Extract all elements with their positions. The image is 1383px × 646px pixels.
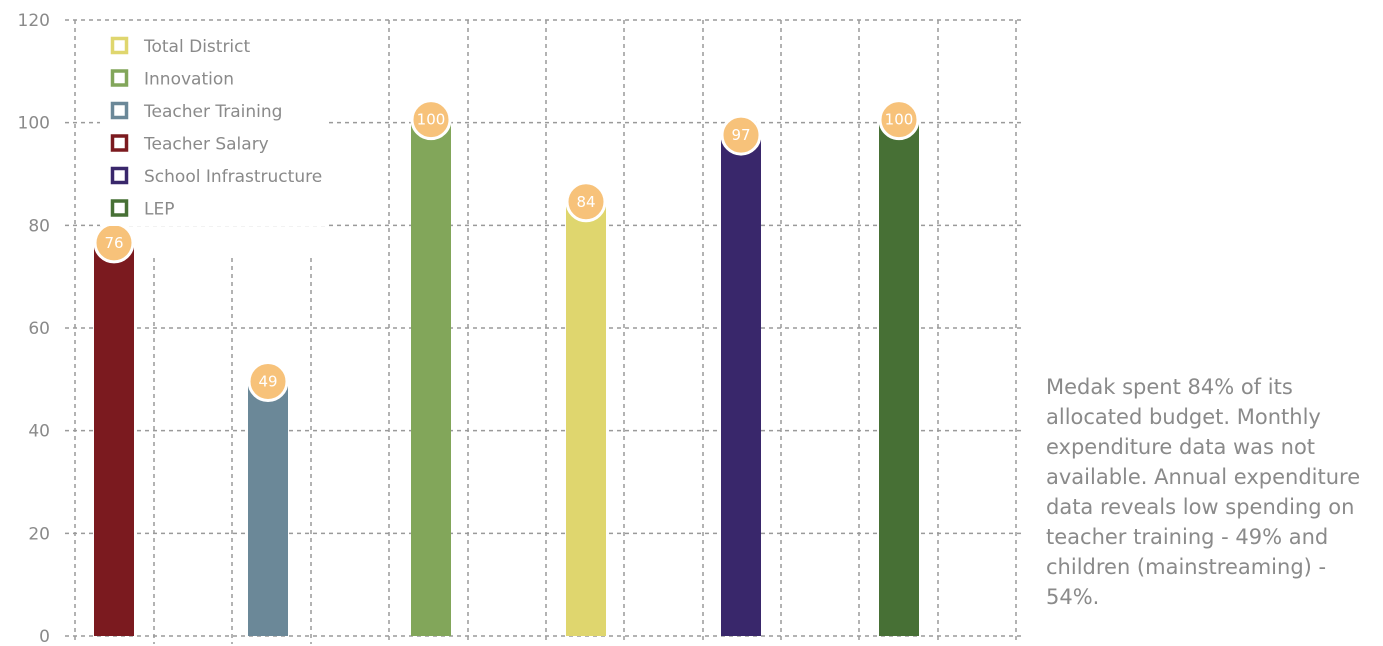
value-label-bubble — [720, 114, 762, 156]
bar — [721, 138, 761, 637]
value-label-bubble — [410, 99, 452, 141]
legend-label: LEP — [144, 200, 174, 220]
legend-swatch — [110, 101, 129, 120]
y-tick-label: 40 — [28, 422, 50, 442]
bars — [94, 122, 919, 637]
bar — [248, 384, 288, 636]
legend: Total District Innovation Teacher Training… — [100, 30, 325, 226]
y-axis-ticks: 0 20 40 60 80 100 120 — [18, 11, 50, 646]
value-label: 49 — [258, 372, 277, 390]
bar — [411, 122, 451, 636]
legend-label: Teacher Salary — [143, 135, 269, 155]
legend-swatch — [110, 69, 129, 87]
bar — [94, 245, 134, 636]
y-tick-label: 60 — [28, 319, 50, 339]
legend-label: Innovation — [144, 70, 234, 90]
value-label: 100 — [885, 111, 914, 129]
value-label-bubble — [878, 99, 920, 141]
legend-background — [100, 30, 325, 226]
annotation-text: Medak spent 84% of its allocated budget.… — [1046, 375, 1361, 609]
legend-swatch — [110, 36, 129, 55]
value-label-bubble — [565, 181, 607, 223]
y-tick-label: 100 — [18, 114, 50, 134]
y-tick-label: 80 — [28, 216, 50, 236]
legend-label: Total District — [143, 37, 251, 57]
value-label: 97 — [731, 126, 750, 144]
y-tick-label: 20 — [28, 524, 50, 544]
legend-label: School Infrastructure — [144, 167, 322, 187]
y-tick-label: 120 — [18, 11, 50, 31]
legend-swatch — [110, 199, 129, 217]
bar — [566, 204, 606, 637]
legend-swatch — [110, 166, 129, 185]
value-label: 100 — [417, 111, 446, 129]
bar — [879, 122, 919, 636]
value-labels: 76 49 100 84 97 100 — [93, 99, 920, 402]
legend-label: Teacher Training — [143, 102, 282, 122]
y-tick-label: 0 — [39, 627, 50, 646]
value-label: 84 — [576, 193, 595, 211]
value-label-bubble — [247, 360, 289, 402]
legend-swatch — [110, 134, 129, 152]
value-label: 76 — [104, 234, 123, 252]
